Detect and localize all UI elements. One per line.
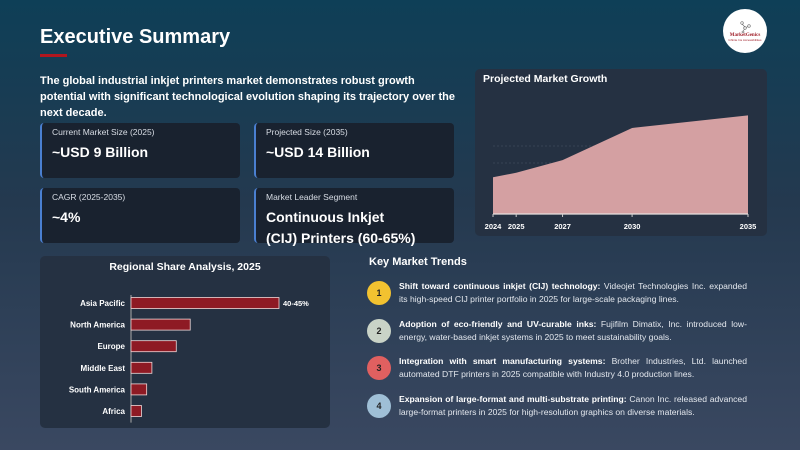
trend-body: Canon Inc. released advanced large-forma… [399,394,747,417]
category-label: Middle East [81,364,126,373]
trend-text: Shift toward continuous inkjet (CIJ) tec… [399,280,747,305]
trend-body: Brother Industries, Ltd. launched automa… [399,356,747,379]
molecule-icon [740,20,751,33]
trend-text: Adoption of eco-friendly and UV-curable … [399,318,747,343]
trend-number-badge: 4 [367,393,391,418]
trend-heading: Shift toward continuous inkjet (CIJ) tec… [399,281,601,291]
card-value: ~USD 9 Billion [52,144,149,160]
logo-subtext: Infinite Ins Accessibilities [728,37,762,42]
area-series [493,115,748,214]
category-label: North America [70,321,125,330]
card-label: Projected Size (2035) [266,127,348,137]
trend-item: 3 Integration with smart manufacturing sy… [367,355,747,380]
category-label: South America [69,385,126,394]
trend-item: 2 Adoption of eco-friendly and UV-curable… [367,318,747,343]
trend-body: Videojet Technologies Inc. expanded its … [399,281,747,304]
card-label: Current Market Size (2025) [52,127,155,137]
card-projected-size: Projected Size (2035) ~USD 14 Billion [254,123,454,178]
bar [130,361,153,374]
x-tick-label: 2027 [554,222,571,231]
regional-chart-panel: Regional Share Analysis, 2025 Asia Pacif… [40,256,330,428]
bar [130,340,177,353]
title-underline [40,54,67,57]
bar-chart: Asia Pacific 40-45% North America Europe Mid… [69,295,309,423]
bar [130,383,148,396]
data-label: 40-45% [283,299,309,308]
card-cagr: CAGR (2025-2035) ~4% [40,188,240,243]
trend-number-badge: 3 [367,355,391,380]
chart-title: Regional Share Analysis, 2025 [109,261,261,273]
growth-chart-panel: Projected Market Growth 2024 2025 2027 2030… [475,69,767,236]
card-value: ~4% [52,209,81,225]
category-label: Africa [102,407,125,416]
x-tick-label: 2030 [624,222,641,231]
trend-heading: Integration with smart manufacturing sys… [399,356,606,366]
bar [130,318,191,331]
x-tick-label: 2024 [485,222,503,231]
chart-title: Projected Market Growth [483,73,608,85]
card-label: Market Leader Segment [266,192,358,202]
intro-text: The global industrial inkjet printers ma… [40,75,455,119]
card-value: ~USD 14 Billion [266,144,370,160]
area-chart: 2024 2025 2027 2030 2035 [485,115,757,231]
trend-body: Fujifilm Dimatix, Inc. introduced low-en… [399,319,747,342]
category-label: Asia Pacific [80,299,125,308]
trend-text: Expansion of large-format and multi-subs… [399,393,747,418]
trend-number-badge: 2 [367,318,391,343]
trend-number-badge: 1 [367,280,391,305]
card-value: Continuous Inkjet (CIJ) Printers (60-65%… [266,209,416,246]
trend-heading: Adoption of eco-friendly and UV-curable … [399,319,597,329]
bar [130,405,142,417]
trend-item: 1 Shift toward continuous inkjet (CIJ) te… [367,280,747,305]
trend-text: Integration with smart manufacturing sys… [399,355,747,380]
trend-heading: Expansion of large-format and multi-subs… [399,394,627,404]
x-tick-label: 2035 [740,222,757,231]
page-title: Executive Summary [40,26,231,48]
x-tick-label: 2025 [508,222,525,231]
logo: MarketGenics Infinite Ins Accessibilitie… [723,9,767,53]
trends-title: Key Market Trends [369,256,467,268]
category-label: Europe [97,342,125,351]
bar [130,297,280,309]
card-current-size: Current Market Size (2025) ~USD 9 Billion [40,123,240,178]
card-market-leader: Market Leader Segment Continuous Inkjet (… [254,188,454,246]
card-label: CAGR (2025-2035) [52,192,126,202]
logo-text: MarketGenics [729,32,761,38]
trend-item: 4 Expansion of large-format and multi-sub… [367,393,747,418]
